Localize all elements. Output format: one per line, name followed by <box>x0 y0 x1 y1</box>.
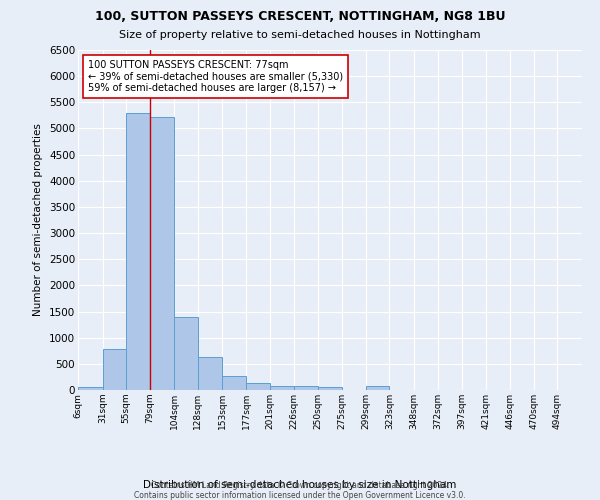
Bar <box>198 357 223 390</box>
Text: Size of property relative to semi-detached houses in Nottingham: Size of property relative to semi-detach… <box>119 30 481 40</box>
Text: Contains HM Land Registry data © Crown copyright and database right 2024.
Contai: Contains HM Land Registry data © Crown c… <box>134 480 466 500</box>
Bar <box>366 386 389 390</box>
Text: 100 SUTTON PASSEYS CRESCENT: 77sqm
← 39% of semi-detached houses are smaller (5,: 100 SUTTON PASSEYS CRESCENT: 77sqm ← 39%… <box>88 60 343 94</box>
Bar <box>78 388 103 390</box>
Bar <box>103 349 126 390</box>
Bar <box>150 117 174 390</box>
Bar <box>269 386 294 390</box>
Bar <box>174 317 198 390</box>
Text: 100, SUTTON PASSEYS CRESCENT, NOTTINGHAM, NG8 1BU: 100, SUTTON PASSEYS CRESCENT, NOTTINGHAM… <box>95 10 505 23</box>
Bar <box>246 383 269 390</box>
Y-axis label: Number of semi-detached properties: Number of semi-detached properties <box>34 124 43 316</box>
Bar <box>294 386 318 390</box>
Text: Distribution of semi-detached houses by size in Nottingham: Distribution of semi-detached houses by … <box>143 480 457 490</box>
Bar <box>318 387 342 390</box>
Bar <box>126 113 150 390</box>
Bar <box>223 376 246 390</box>
